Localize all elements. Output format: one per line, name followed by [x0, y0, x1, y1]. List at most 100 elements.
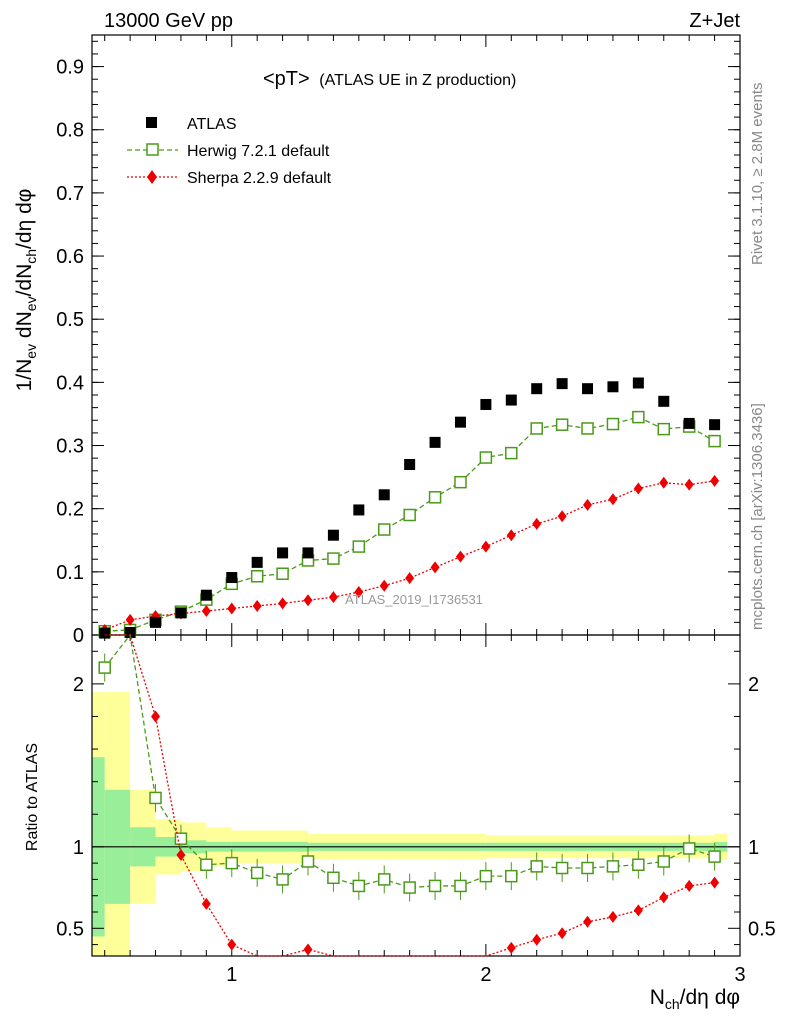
herwig-ratio-point	[530, 860, 543, 873]
sherpa-ratio-point	[608, 910, 618, 923]
herwig-ratio-point	[301, 855, 315, 868]
atlas-main-point	[480, 398, 492, 410]
xlabel-main: N	[650, 986, 665, 1009]
sherpa-main-point	[354, 586, 364, 599]
main-y-axis-title: 1/Nev dNev/dNch/dη dφ	[13, 189, 39, 392]
legend-sherpa-label: Sherpa 2.2.9 default	[187, 170, 332, 187]
main-y-tick-label: 0.2	[56, 499, 84, 521]
herwig-ratio-point	[581, 861, 594, 875]
legend-herwig-marker	[146, 143, 159, 156]
herwig-ratio-point	[352, 879, 366, 893]
sherpa-main-point	[557, 510, 567, 523]
legend: ATLAS Herwig 7.2.1 default Sherpa 2.2.9 …	[127, 116, 332, 187]
atlas-main-point	[378, 489, 390, 501]
atlas-main-point	[658, 395, 670, 407]
x-axis-title: Nch/dη dφ	[650, 986, 740, 1012]
herwig-ratio-point	[428, 879, 442, 893]
sherpa-ratio-point	[151, 710, 161, 723]
sherpa-ratio-line	[104, 634, 715, 957]
herwig-main-point	[403, 508, 416, 522]
herwig-main-point	[657, 422, 671, 436]
ylabel-sub3: ch	[23, 249, 39, 264]
ylabel-part1: 1/N	[13, 359, 36, 392]
atlas-main-point	[632, 377, 644, 389]
sherpa-ratio-point	[633, 904, 643, 917]
legend-atlas-label: ATLAS	[187, 116, 237, 133]
sherpa-series-main	[100, 474, 720, 636]
ylabel-part2: dN	[13, 311, 36, 344]
sherpa-main-point	[328, 591, 338, 604]
herwig-main-point	[250, 570, 264, 583]
sherpa-main-point	[532, 517, 542, 530]
atlas-main-point	[607, 381, 619, 393]
herwig-ratio-point	[225, 856, 239, 870]
sherpa-main-point	[278, 597, 288, 610]
sherpa-ratio-point	[506, 941, 516, 954]
sherpa-main-point	[405, 572, 415, 585]
ratio-y-tick-label: 1	[73, 837, 84, 859]
herwig-ratio-point	[250, 866, 264, 880]
atlas-main-point	[175, 607, 187, 619]
herwig-ratio-point	[276, 873, 289, 886]
herwig-ratio-point	[505, 869, 518, 883]
ratio-y-tick-label-right: 1	[748, 837, 759, 859]
herwig-ratio-point	[479, 869, 493, 883]
atlas-main-point	[404, 458, 416, 470]
herwig-ratio-point	[657, 855, 671, 868]
ylabel-sub1: ev	[23, 344, 39, 359]
herwig-main-point	[632, 410, 645, 424]
ratio-y-tick-label-right: 2	[748, 674, 759, 696]
herwig-ratio-point	[200, 858, 213, 872]
x-tick-label: 3	[734, 964, 745, 986]
atlas-main-point	[454, 416, 466, 428]
main-y-tick-label: 0.3	[56, 436, 84, 458]
ratio-y-tick-label-right: 0.5	[748, 918, 776, 940]
herwig-ratio-point	[403, 881, 416, 894]
main-y-tick-label: 0.1	[56, 562, 84, 584]
sherpa-ratio-point	[557, 927, 567, 940]
ylabel-sub2: ev	[23, 296, 39, 311]
atlas-main-point	[556, 378, 568, 390]
sherpa-ratio-point	[227, 938, 237, 951]
sherpa-ratio-point	[583, 915, 593, 928]
main-y-tick-label: 0.9	[56, 57, 84, 79]
atlas-main-point	[277, 547, 289, 559]
rivet-info: Rivet 3.1.10, ≥ 2.8M events	[749, 83, 766, 266]
main-y-tick-label: 0.6	[56, 246, 84, 268]
sherpa-ratio-point	[684, 879, 694, 892]
sherpa-main-point	[481, 540, 491, 553]
sherpa-main-point	[659, 476, 669, 489]
herwig-main-point	[479, 451, 493, 464]
herwig-ratio-point	[606, 860, 620, 873]
mcplots-info: mcplots.cern.ch [arXiv:1306.3436]	[749, 403, 766, 630]
herwig-ratio-point	[174, 832, 188, 845]
analysis-watermark: ATLAS_2019_I1736531	[345, 592, 483, 607]
sherpa-series-ratio	[104, 634, 720, 957]
sherpa-ratio-point	[532, 933, 542, 946]
herwig-main-point	[581, 422, 594, 435]
x-tick-label: 2	[480, 964, 491, 986]
herwig-ratio-point	[149, 791, 162, 805]
atlas-main-point	[683, 417, 695, 429]
ratio-y-tick-label: 2	[73, 674, 84, 696]
herwig-ratio-point	[327, 871, 340, 885]
process-label: Z+Jet	[689, 10, 740, 32]
herwig-main-point	[454, 475, 467, 489]
sherpa-ratio-point	[303, 943, 313, 956]
sherpa-main-point	[608, 493, 618, 506]
sherpa-main-point	[379, 579, 389, 592]
atlas-main-point	[124, 626, 136, 638]
herwig-main-point	[530, 422, 543, 435]
sherpa-main-point	[455, 550, 465, 563]
atlas-series-main	[99, 377, 721, 639]
atlas-main-point	[251, 556, 263, 568]
sherpa-main-point	[252, 599, 262, 612]
sherpa-main-line	[104, 480, 715, 631]
atlas-main-point	[327, 529, 339, 541]
plot-title-main: <pT>	[263, 68, 310, 90]
herwig-ratio-point	[632, 858, 645, 872]
sherpa-main-point	[201, 605, 211, 617]
main-y-tick-label: 0.7	[56, 183, 84, 205]
sherpa-main-point	[506, 529, 516, 542]
